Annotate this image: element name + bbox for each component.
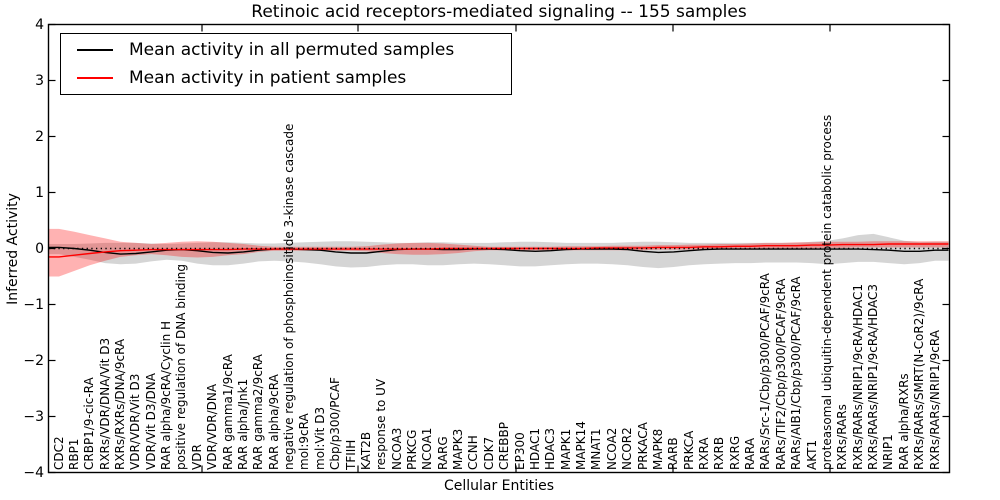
x-tick-label: RARA <box>743 437 758 470</box>
x-tick-label: VDR <box>189 444 204 470</box>
y-tick-label: 2 <box>35 128 44 145</box>
x-tick-label: RXRs/RARs/SMRT(N-CoR2)/9cRA <box>912 278 927 470</box>
x-tick-label: RARG <box>435 436 450 470</box>
y-tick-label: −4 <box>23 464 44 481</box>
x-tick-label: PRKCA <box>681 430 696 470</box>
x-tick-label: VDR/VDR/Vit D3 <box>128 373 143 470</box>
x-tick-label: EP300 <box>512 432 527 470</box>
x-tick-label: TFIIH <box>343 439 358 470</box>
x-tick-label: MAPK8 <box>650 428 665 470</box>
x-tick-label: Cbp/p300/PCAF <box>328 377 343 470</box>
y-tick-label: −3 <box>23 408 44 425</box>
x-tick-label: RXRs/RARs/NRIP1/9cRA/HDAC1 <box>850 283 865 470</box>
x-tick-label: positive regulation of DNA binding <box>174 264 189 470</box>
x-tick-label: MAPK1 <box>558 428 573 470</box>
x-tick-label: CCNH <box>466 435 481 470</box>
legend-item-permuted: Mean activity in all permuted samples <box>61 38 511 62</box>
x-tick-label: RARs/AIB1/Cbp/p300/PCAF/9cRA <box>789 276 804 470</box>
x-tick-label: negative regulation of phosphoinositide … <box>282 123 296 470</box>
x-tick-label: RAR alpha/RXRs <box>896 373 911 470</box>
x-tick-label: RXRA <box>697 437 711 470</box>
x-tick-label: MNAT1 <box>589 428 604 470</box>
x-axis-title: Cellular Entities <box>443 478 555 494</box>
x-tick-label: RARs/TIF2/Cbp/p300/PCAF/9cRA <box>773 278 788 470</box>
x-tick-label: NCOA3 <box>389 427 404 470</box>
x-tick-label: CRBP1/9-cic-RA <box>82 377 97 470</box>
x-tick-label: RAR alpha/9cRA/Cyclin H <box>159 320 174 470</box>
x-tick-label: NCOR2 <box>620 427 635 470</box>
legend-line-permuted-icon <box>77 49 113 51</box>
x-tick-label: MAPK14 <box>574 421 588 470</box>
x-tick-label: RXRs/RXRs/DNA/9cRA <box>113 338 127 470</box>
x-tick-label: CDC2 <box>51 436 66 470</box>
x-tick-label: RAR alpha/Jnk1 <box>235 378 250 470</box>
x-tick-label: MAPK3 <box>451 428 466 470</box>
x-tick-label: mol:9cRA <box>297 413 312 470</box>
x-tick-label: CREBBP <box>497 422 512 470</box>
legend: Mean activity in all permuted samples Me… <box>60 33 512 95</box>
x-tick-label: RXRs/RARs <box>835 404 850 470</box>
x-tick-label: HDAC3 <box>543 427 558 470</box>
y-tick-label: 3 <box>35 72 44 89</box>
y-tick-label: 1 <box>35 184 44 201</box>
x-tick-label: RAR alpha/9cRA <box>266 374 281 470</box>
x-tick-label: RXRs/RARs/NRIP1/9cRA <box>927 330 942 470</box>
x-tick-label: RAR gamma2/9cRA <box>251 354 266 470</box>
legend-label-permuted: Mean activity in all permuted samples <box>129 40 455 60</box>
x-tick-label: NRIP1 <box>881 434 896 470</box>
x-tick-label: RXRs/VDR/DNA/Vit D3 <box>97 337 112 470</box>
x-tick-label: VDR/VDR/DNA <box>205 383 220 470</box>
x-tick-label: AKT1 <box>804 439 819 470</box>
x-tick-label: RXRB <box>712 436 727 470</box>
x-tick-label: RAR gamma1/9cRA <box>220 354 235 470</box>
legend-label-patient: Mean activity in patient samples <box>129 68 407 88</box>
x-tick-label: NCOA2 <box>604 427 619 470</box>
x-tick-label: mol:Vit D3 <box>312 406 327 470</box>
x-tick-label: RBP1 <box>66 438 81 470</box>
x-tick-label: HDAC1 <box>527 427 542 470</box>
x-tick-label: KAT2B <box>358 431 373 470</box>
x-tick-label: response to UV <box>374 378 389 470</box>
y-tick-label: −1 <box>23 296 44 313</box>
legend-item-patient: Mean activity in patient samples <box>61 66 511 90</box>
x-tick-label: RXRG <box>727 435 742 470</box>
chart-title: Retinoic acid receptors-mediated signali… <box>251 2 747 22</box>
x-tick-label: VDR/Vit D3/DNA <box>143 373 158 470</box>
y-tick-label: 4 <box>35 16 44 33</box>
y-tick-label: −2 <box>23 352 44 369</box>
x-tick-label: CDK7 <box>481 436 496 470</box>
x-tick-label: NCOA1 <box>420 427 435 470</box>
x-tick-label: PRKCG <box>405 429 419 470</box>
legend-line-patient-icon <box>77 77 113 79</box>
y-tick-label: 0 <box>35 240 44 257</box>
x-tick-label: RARs/Src-1/Cbp/p300/PCAF/9cRA <box>758 273 773 470</box>
x-tick-label: PRKACA <box>635 422 650 470</box>
x-tick-label: proteasomal ubiquitin-dependent protein … <box>819 114 834 470</box>
x-tick-label: RXRs/RARs/NRIP1/9cRA/HDAC3 <box>866 283 880 470</box>
x-tick-label: RARB <box>666 437 681 470</box>
